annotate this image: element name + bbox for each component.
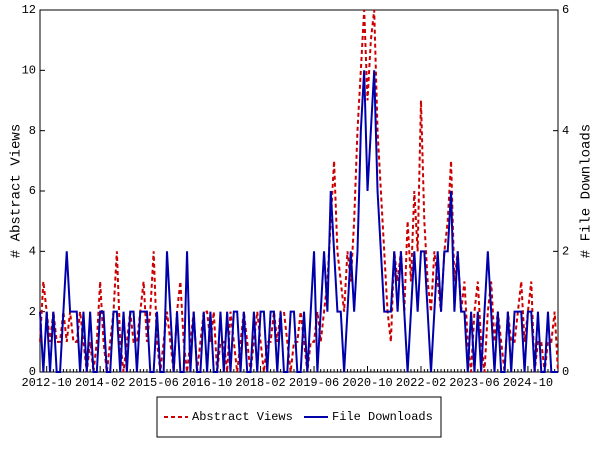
y2-tick-label: 0 — [562, 365, 569, 379]
y-tick-label: 12 — [22, 3, 36, 17]
y-tick-label: 4 — [29, 245, 36, 259]
x-tick-label: 2020-10 — [342, 376, 392, 390]
y-tick-label: 10 — [22, 64, 36, 78]
y2-tick-label: 6 — [562, 3, 569, 17]
x-tick-label: 2024-10 — [503, 376, 553, 390]
series-line — [39, 70, 558, 373]
x-tick-label: 2018-02 — [235, 376, 285, 390]
y-tick-label: 8 — [29, 124, 36, 138]
y-axis-label: # Abstract Views — [9, 124, 25, 258]
legend-label: File Downloads — [332, 410, 433, 424]
x-tick-label: 2016-10 — [182, 376, 232, 390]
y-tick-label: 6 — [29, 184, 36, 198]
x-tick-label: 2012-10 — [21, 376, 71, 390]
x-tick-label: 2023-06 — [449, 376, 499, 390]
y2-tick-label: 4 — [562, 124, 569, 138]
x-tick-label: 2015-06 — [128, 376, 178, 390]
legend-label: Abstract Views — [192, 410, 293, 424]
x-tick-label: 2014-02 — [75, 376, 125, 390]
x-tick-label: 2019-06 — [289, 376, 339, 390]
legend — [156, 396, 442, 438]
y-tick-label: 2 — [29, 305, 36, 319]
y-tick-label: 0 — [29, 365, 36, 379]
y2-tick-label: 2 — [562, 245, 569, 259]
y2-axis-label: # File Downloads — [579, 124, 595, 258]
x-tick-label: 2022-02 — [396, 376, 446, 390]
